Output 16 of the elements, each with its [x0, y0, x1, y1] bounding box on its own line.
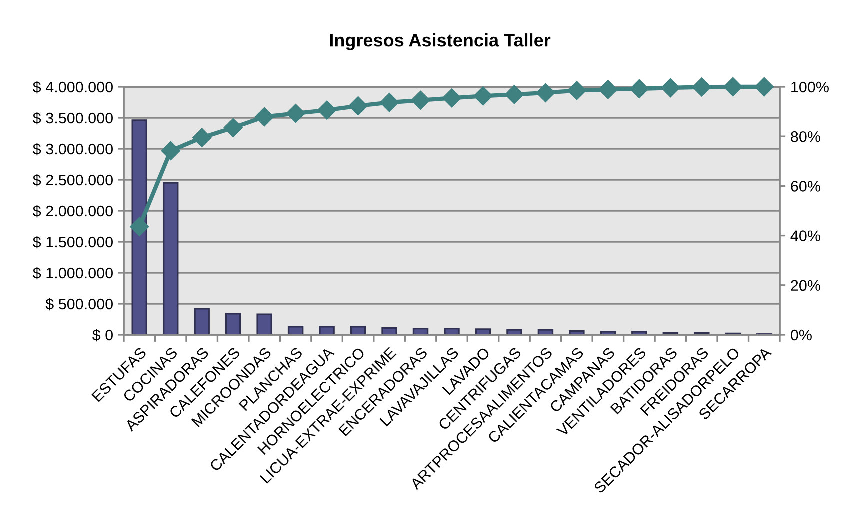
y2-tick-label: 80% — [791, 131, 820, 142]
y-tick-label: $ 2.000.000 — [33, 205, 113, 218]
chart-title: Ingresos Asistencia Taller — [330, 34, 551, 50]
y-tick-label: $ 3.500.000 — [33, 112, 113, 125]
y-tick-label: $ 500.000 — [46, 298, 113, 311]
y-tick-label: $ 3.000.000 — [33, 143, 113, 156]
y-tick-label: $ 1.000.000 — [33, 267, 113, 280]
y-tick-label: $ 1.500.000 — [33, 236, 113, 249]
y2-tick-label: 0% — [791, 330, 812, 341]
y2-tick-label: 40% — [790, 230, 820, 242]
y2-tick-label: 60% — [791, 181, 820, 192]
y-tick-label: $ 2.500.000 — [33, 174, 113, 187]
y-tick-label: $ 4.000.000 — [33, 81, 113, 94]
y2-tick-label: 100% — [792, 82, 829, 93]
y2-tick-label: 20% — [791, 280, 820, 292]
y-tick-label: $ 0 — [92, 329, 113, 342]
